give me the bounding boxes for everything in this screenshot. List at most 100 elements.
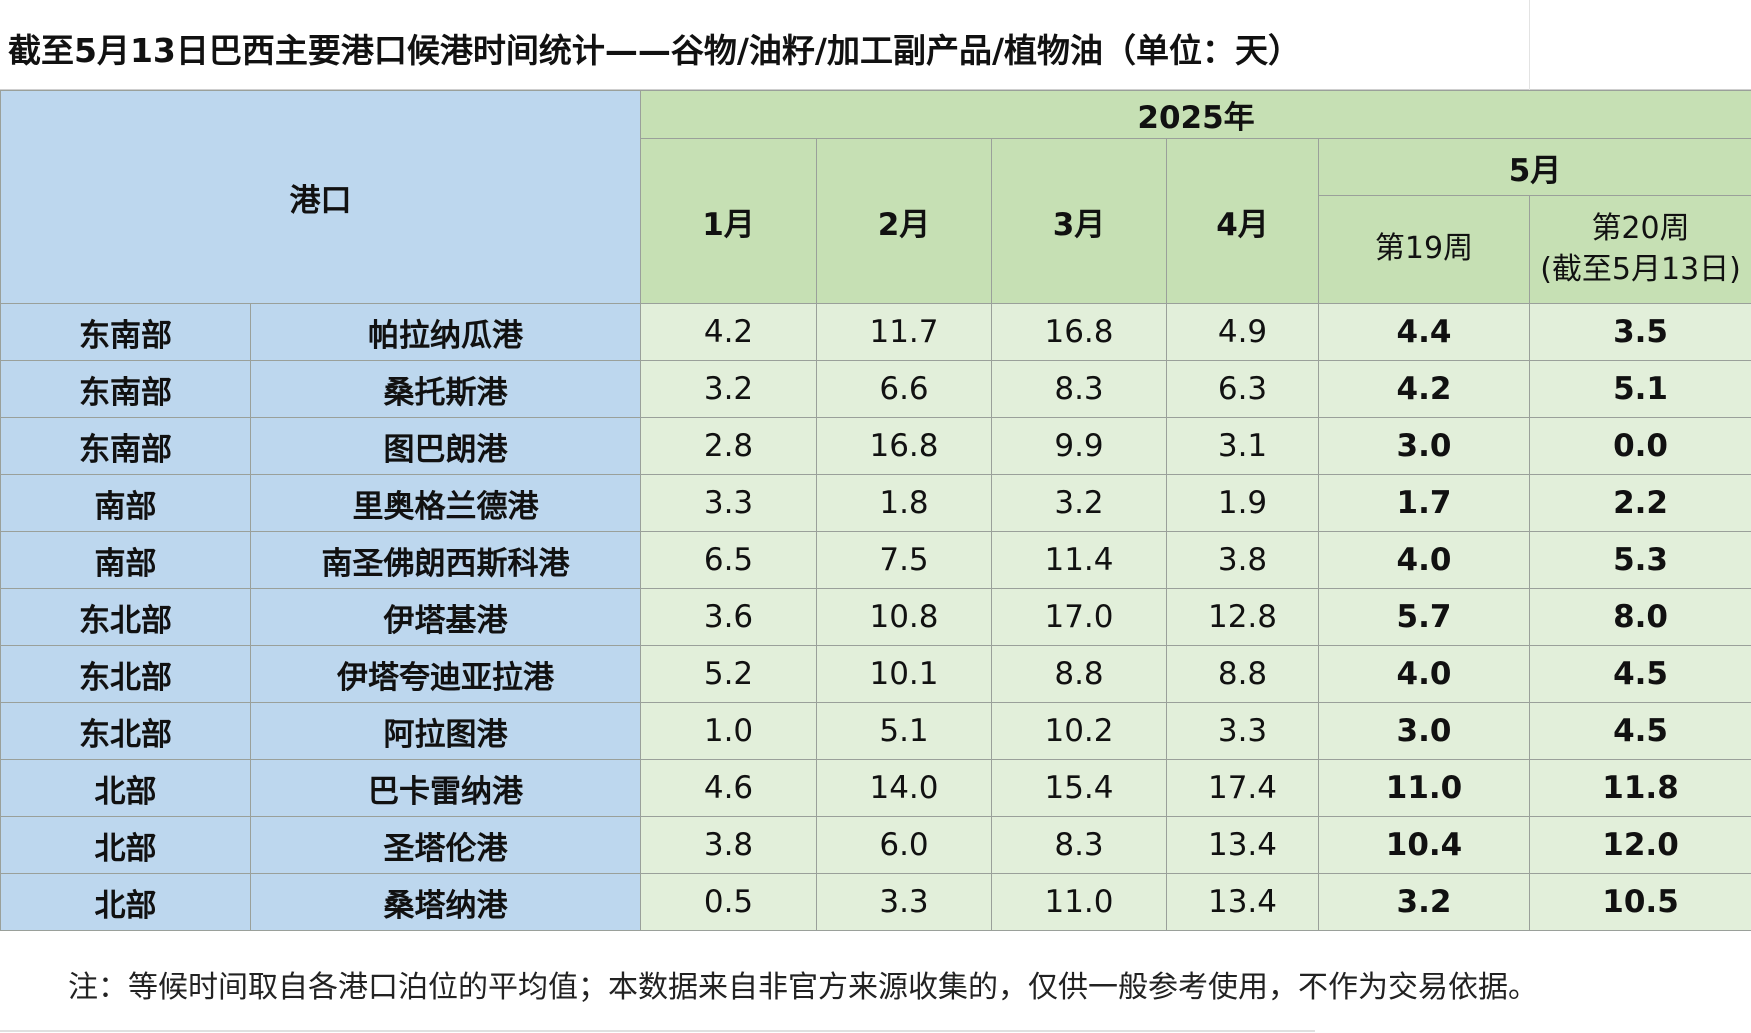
week-20-cell: 8.0 [1528, 588, 1751, 646]
week-19-cell: 11.0 [1318, 759, 1530, 817]
month-3-cell: 9.9 [991, 417, 1167, 475]
week-19-cell: 5.7 [1318, 588, 1530, 646]
week-20-cell: 5.1 [1528, 360, 1751, 418]
table-row: 东北部 阿拉图港 1.0 5.1 10.2 3.3 3.0 4.5 [0, 702, 1751, 760]
week-19-cell: 1.7 [1318, 474, 1530, 532]
header-month-3: 3月 [991, 138, 1167, 304]
port-cell: 巴卡雷纳港 [250, 759, 641, 817]
header-week-20: 第20周 (截至5月13日) [1528, 195, 1751, 304]
month-2-cell: 10.1 [816, 645, 992, 703]
month-4-cell: 3.8 [1166, 531, 1319, 589]
month-1-cell: 3.8 [640, 816, 817, 874]
header-port: 港口 [0, 90, 641, 304]
port-cell: 伊塔夸迪亚拉港 [250, 645, 641, 703]
region-cell: 南部 [0, 531, 251, 589]
month-1-cell: 6.5 [640, 531, 817, 589]
month-3-cell: 8.8 [991, 645, 1167, 703]
week-19-cell: 3.0 [1318, 417, 1530, 475]
month-3-cell: 8.3 [991, 360, 1167, 418]
month-3-cell: 10.2 [991, 702, 1167, 760]
month-3-cell: 17.0 [991, 588, 1167, 646]
port-cell: 阿拉图港 [250, 702, 641, 760]
month-4-cell: 8.8 [1166, 645, 1319, 703]
week-19-cell: 4.0 [1318, 531, 1530, 589]
month-4-cell: 17.4 [1166, 759, 1319, 817]
header-may: 5月 [1317, 138, 1751, 196]
title-divider [1529, 0, 1530, 90]
region-cell: 东北部 [0, 645, 251, 703]
month-3-cell: 11.0 [991, 873, 1167, 931]
week-20-cell: 3.5 [1528, 303, 1751, 361]
month-2-cell: 6.0 [816, 816, 992, 874]
table-row: 北部 圣塔伦港 3.8 6.0 8.3 13.4 10.4 12.0 [0, 816, 1751, 874]
month-2-cell: 16.8 [816, 417, 992, 475]
month-4-cell: 4.9 [1166, 303, 1319, 361]
week-20-cell: 0.0 [1528, 417, 1751, 475]
table-row: 南部 里奥格兰德港 3.3 1.8 3.2 1.9 1.7 2.2 [0, 474, 1751, 532]
port-cell: 桑托斯港 [250, 360, 641, 418]
port-cell: 圣塔伦港 [250, 816, 641, 874]
month-2-cell: 7.5 [816, 531, 992, 589]
header-month-2: 2月 [816, 138, 992, 304]
week-19-cell: 4.0 [1318, 645, 1530, 703]
region-cell: 东南部 [0, 303, 251, 361]
table-row: 东南部 图巴朗港 2.8 16.8 9.9 3.1 3.0 0.0 [0, 417, 1751, 475]
month-2-cell: 10.8 [816, 588, 992, 646]
month-2-cell: 14.0 [816, 759, 992, 817]
table-row: 东北部 伊塔基港 3.6 10.8 17.0 12.8 5.7 8.0 [0, 588, 1751, 646]
region-cell: 南部 [0, 474, 251, 532]
month-1-cell: 4.2 [640, 303, 817, 361]
month-4-cell: 13.4 [1166, 873, 1319, 931]
month-4-cell: 6.3 [1166, 360, 1319, 418]
table-row: 北部 巴卡雷纳港 4.6 14.0 15.4 17.4 11.0 11.8 [0, 759, 1751, 817]
header-week-20-line1: 第20周 [1591, 211, 1690, 246]
title-bar: 截至5月13日巴西主要港口候港时间统计——谷物/油籽/加工副产品/植物油（单位：… [0, 0, 1751, 90]
week-20-cell: 2.2 [1528, 474, 1751, 532]
month-4-cell: 12.8 [1166, 588, 1319, 646]
week-19-cell: 4.4 [1318, 303, 1530, 361]
week-19-cell: 3.2 [1318, 873, 1530, 931]
week-20-cell: 4.5 [1528, 702, 1751, 760]
week-19-cell: 3.0 [1318, 702, 1530, 760]
port-cell: 图巴朗港 [250, 417, 641, 475]
bottom-divider [0, 1030, 1315, 1032]
page-title: 截至5月13日巴西主要港口候港时间统计——谷物/油籽/加工副产品/植物油（单位：… [8, 31, 1302, 70]
week-20-cell: 5.3 [1528, 531, 1751, 589]
month-2-cell: 1.8 [816, 474, 992, 532]
header-month-1: 1月 [640, 138, 817, 304]
header-week-20-line2: (截至5月13日) [1540, 251, 1741, 287]
port-cell: 伊塔基港 [250, 588, 641, 646]
month-1-cell: 3.3 [640, 474, 817, 532]
month-1-cell: 2.8 [640, 417, 817, 475]
footnote: 注：等候时间取自各港口泊位的平均值；本数据来自非官方来源收集的，仅供一般参考使用… [68, 970, 1538, 1005]
month-4-cell: 13.4 [1166, 816, 1319, 874]
region-cell: 北部 [0, 759, 251, 817]
month-4-cell: 3.3 [1166, 702, 1319, 760]
month-1-cell: 3.6 [640, 588, 817, 646]
month-2-cell: 6.6 [816, 360, 992, 418]
week-20-cell: 10.5 [1528, 873, 1751, 931]
region-cell: 东南部 [0, 417, 251, 475]
month-2-cell: 11.7 [816, 303, 992, 361]
region-cell: 东北部 [0, 588, 251, 646]
region-cell: 北部 [0, 873, 251, 931]
region-cell: 北部 [0, 816, 251, 874]
month-4-cell: 3.1 [1166, 417, 1319, 475]
month-1-cell: 1.0 [640, 702, 817, 760]
month-3-cell: 8.3 [991, 816, 1167, 874]
header-week-19: 第19周 [1318, 195, 1530, 304]
month-2-cell: 5.1 [816, 702, 992, 760]
month-4-cell: 1.9 [1166, 474, 1319, 532]
header-month-4: 4月 [1166, 138, 1319, 304]
table-row: 南部 南圣佛朗西斯科港 6.5 7.5 11.4 3.8 4.0 5.3 [0, 531, 1751, 589]
month-3-cell: 16.8 [991, 303, 1167, 361]
port-cell: 里奥格兰德港 [250, 474, 641, 532]
month-3-cell: 3.2 [991, 474, 1167, 532]
header-year: 2025年 [639, 90, 1751, 139]
region-cell: 东北部 [0, 702, 251, 760]
week-19-cell: 4.2 [1318, 360, 1530, 418]
month-1-cell: 5.2 [640, 645, 817, 703]
port-cell: 南圣佛朗西斯科港 [250, 531, 641, 589]
month-3-cell: 11.4 [991, 531, 1167, 589]
port-cell: 帕拉纳瓜港 [250, 303, 641, 361]
